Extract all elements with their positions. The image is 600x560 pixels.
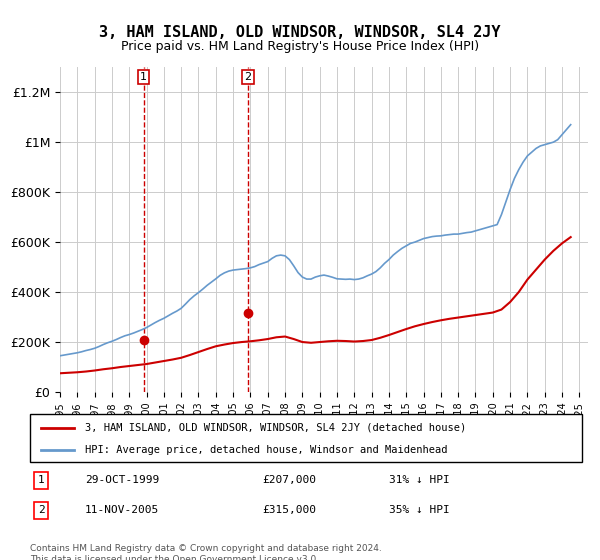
Text: 29-OCT-1999: 29-OCT-1999 bbox=[85, 475, 160, 485]
Text: 1: 1 bbox=[140, 72, 147, 82]
Text: 3, HAM ISLAND, OLD WINDSOR, WINDSOR, SL4 2JY (detached house): 3, HAM ISLAND, OLD WINDSOR, WINDSOR, SL4… bbox=[85, 423, 466, 433]
Text: 31% ↓ HPI: 31% ↓ HPI bbox=[389, 475, 449, 485]
Text: 35% ↓ HPI: 35% ↓ HPI bbox=[389, 505, 449, 515]
Text: Contains HM Land Registry data © Crown copyright and database right 2024.
This d: Contains HM Land Registry data © Crown c… bbox=[30, 544, 382, 560]
Text: 1: 1 bbox=[38, 475, 44, 485]
Text: £315,000: £315,000 bbox=[262, 505, 316, 515]
Text: 2: 2 bbox=[38, 505, 44, 515]
Text: HPI: Average price, detached house, Windsor and Maidenhead: HPI: Average price, detached house, Wind… bbox=[85, 445, 448, 455]
Text: 11-NOV-2005: 11-NOV-2005 bbox=[85, 505, 160, 515]
FancyBboxPatch shape bbox=[30, 414, 582, 462]
Text: Price paid vs. HM Land Registry's House Price Index (HPI): Price paid vs. HM Land Registry's House … bbox=[121, 40, 479, 53]
Text: £207,000: £207,000 bbox=[262, 475, 316, 485]
Text: 3, HAM ISLAND, OLD WINDSOR, WINDSOR, SL4 2JY: 3, HAM ISLAND, OLD WINDSOR, WINDSOR, SL4… bbox=[99, 25, 501, 40]
Text: 2: 2 bbox=[245, 72, 252, 82]
